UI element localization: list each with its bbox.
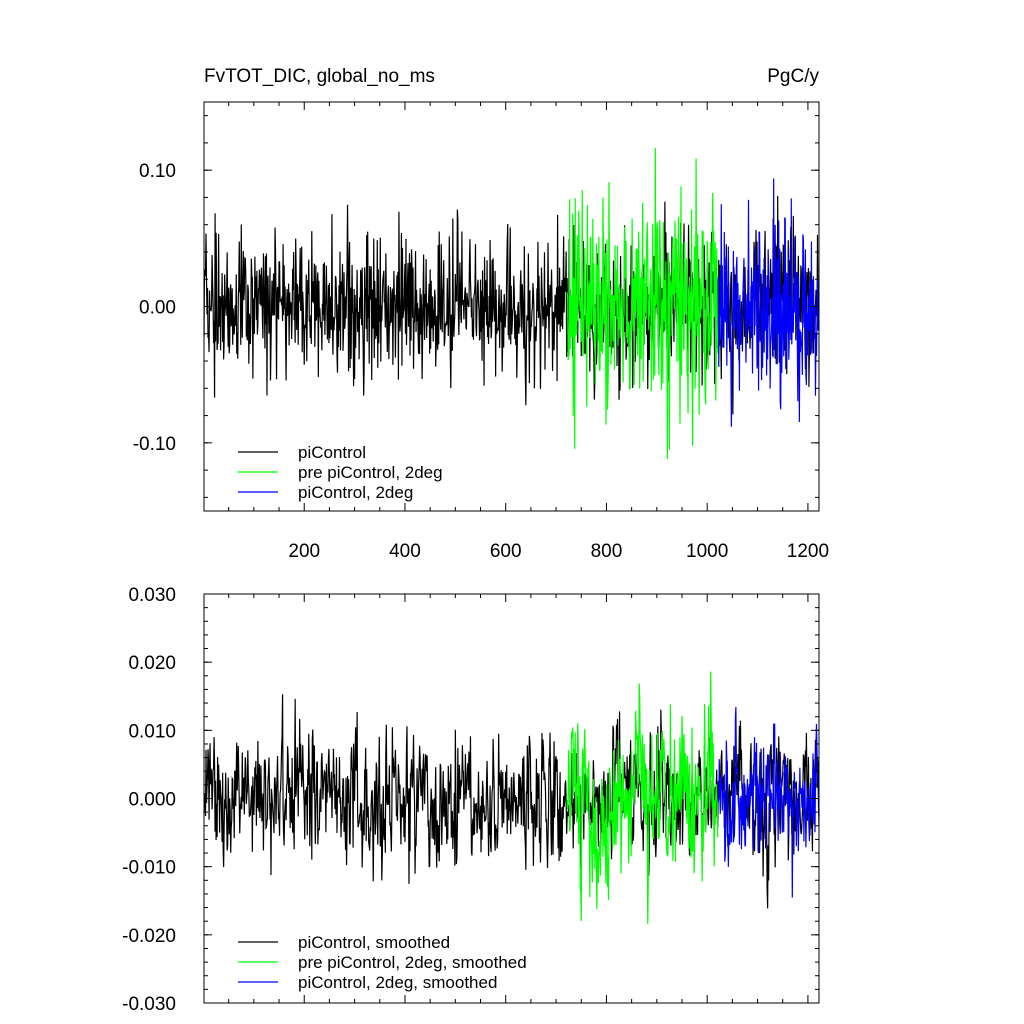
bottom-panel-tick-labels: 0.030 0.020 0.010 0.000 -0.010 -0.020 -0.030 bbox=[122, 585, 176, 1015]
legend-label: pre piControl, 2deg bbox=[298, 463, 443, 482]
y-tick-label: -0.020 bbox=[122, 926, 176, 947]
bottom-panel-frame bbox=[203, 593, 820, 1004]
top-panel-tick-labels: 200 400 600 800 1000 1200 0.10 0.00 -0.10 bbox=[133, 161, 829, 562]
x-tick-label: 1200 bbox=[787, 541, 829, 562]
x-tick-label: 1000 bbox=[686, 541, 728, 562]
top-panel-units: PgC/y bbox=[767, 66, 819, 87]
legend-label: pre piControl, 2deg, smoothed bbox=[298, 953, 527, 972]
x-tick-label: 800 bbox=[591, 541, 623, 562]
series-line-3 bbox=[717, 706, 820, 898]
series-line-2 bbox=[566, 671, 719, 924]
bottom-panel-series bbox=[203, 671, 820, 924]
top-panel-title: FvTOT_DIC, global_no_ms bbox=[204, 66, 435, 87]
y-tick-label: 0.00 bbox=[139, 298, 176, 319]
top-panel-series bbox=[203, 147, 820, 459]
y-tick-label: -0.10 bbox=[133, 434, 176, 455]
x-tick-label: 600 bbox=[490, 541, 522, 562]
y-tick-label: 0.030 bbox=[128, 585, 176, 606]
legend-label: piControl, 2deg, smoothed bbox=[298, 973, 497, 992]
y-tick-label: 0.000 bbox=[128, 790, 176, 811]
x-tick-label: 200 bbox=[288, 541, 320, 562]
top-panel-ticks bbox=[204, 102, 819, 511]
y-tick-label: -0.030 bbox=[122, 994, 176, 1015]
series-line-1 bbox=[203, 694, 820, 909]
series-line-2 bbox=[566, 147, 719, 459]
top-panel: FvTOT_DIC, global_no_ms PgC/y 200 400 600 8… bbox=[133, 66, 829, 562]
y-tick-label: 0.020 bbox=[128, 653, 176, 674]
top-panel-frame bbox=[203, 101, 820, 512]
legend-label: piControl bbox=[298, 443, 366, 462]
series-line-3 bbox=[717, 178, 820, 427]
y-tick-label: 0.010 bbox=[128, 721, 176, 742]
legend-label: piControl, 2deg bbox=[298, 483, 413, 502]
legend-label: piControl, smoothed bbox=[298, 933, 450, 952]
x-tick-label: 400 bbox=[389, 541, 421, 562]
y-tick-label: -0.010 bbox=[122, 858, 176, 879]
bottom-panel: 0.030 0.020 0.010 0.000 -0.010 -0.020 -0.030 p… bbox=[122, 585, 820, 1015]
y-tick-label: 0.10 bbox=[139, 161, 176, 182]
